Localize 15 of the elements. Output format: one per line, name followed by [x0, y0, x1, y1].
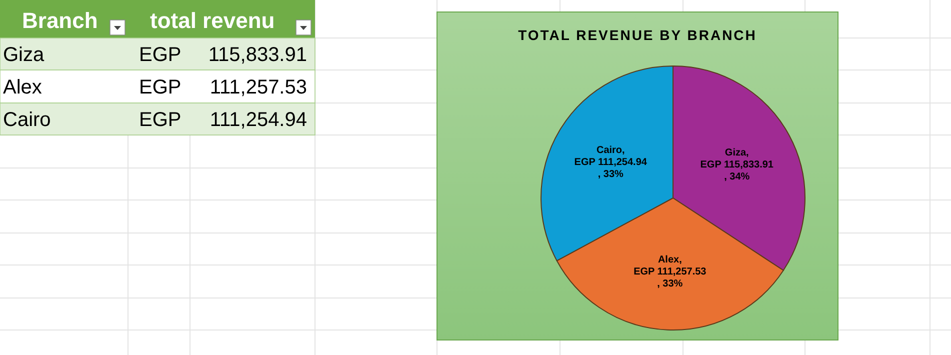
text: 111,257.53: [210, 76, 307, 98]
text: Cairo: [3, 109, 51, 131]
text: 111,254.94: [210, 109, 307, 131]
text: Alex: [3, 76, 42, 98]
text: EGP: [139, 109, 182, 131]
text: EGP: [139, 44, 182, 66]
text: 115,833.91: [208, 44, 307, 66]
text: Giza: [3, 44, 45, 66]
chart-title: TOTAL REVENUE BY BRANCH: [518, 27, 757, 43]
slice-label: Alex, EGP 111,257.53 , 33%: [634, 254, 707, 290]
category-label: Branch: [22, 8, 98, 33]
text: EGP: [139, 76, 182, 98]
category-label: total revenu: [150, 8, 275, 33]
slice-label: Cairo, EGP 111,254.94 , 33%: [574, 144, 648, 180]
slice-label: Giza, EGP 115,833.91 , 34%: [700, 147, 774, 182]
